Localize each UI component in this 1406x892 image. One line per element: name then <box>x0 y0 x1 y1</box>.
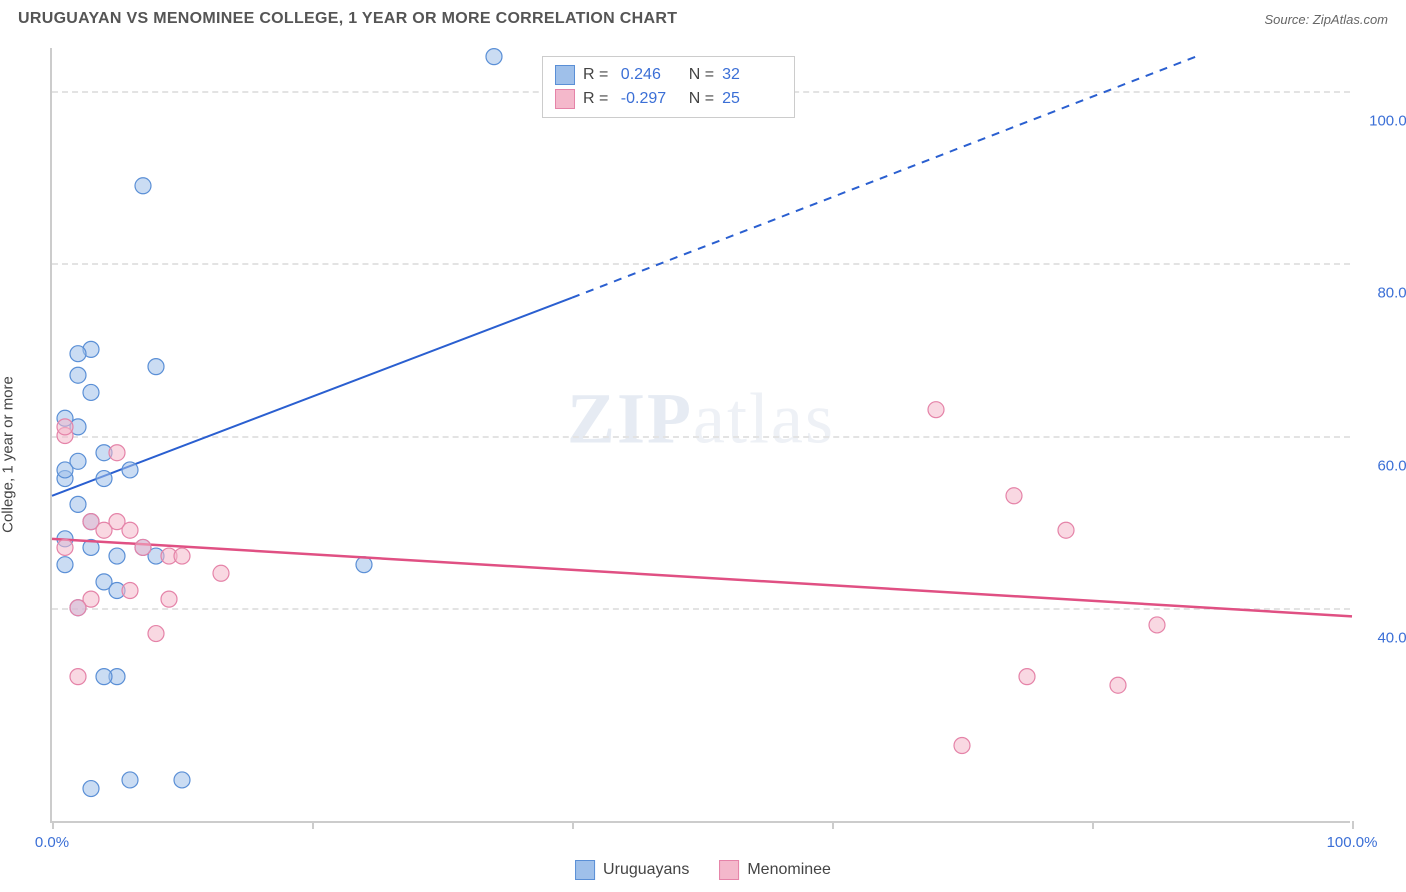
data-point <box>954 738 970 754</box>
chart-plot-area: ZIPatlas 40.0%60.0%80.0%100.0% R = 0.246… <box>50 48 1350 823</box>
data-point <box>122 522 138 538</box>
y-tick-label: 100.0% <box>1369 113 1406 130</box>
r-label: R = <box>583 90 613 108</box>
data-point <box>70 367 86 383</box>
chart-title: URUGUAYAN VS MENOMINEE COLLEGE, 1 YEAR O… <box>18 10 677 28</box>
swatch-uruguayans-icon <box>575 860 595 880</box>
data-point <box>122 772 138 788</box>
swatch-menominee-icon <box>719 860 739 880</box>
data-point <box>148 359 164 375</box>
data-point <box>174 772 190 788</box>
y-tick-label: 80.0% <box>1377 285 1406 302</box>
n-value-menominee: 25 <box>722 90 782 108</box>
chart-source: Source: ZipAtlas.com <box>1264 12 1388 27</box>
legend-row-uruguayans: R = 0.246 N = 32 <box>555 63 782 87</box>
data-point <box>1006 488 1022 504</box>
r-value-uruguayans: 0.246 <box>621 66 681 84</box>
r-label: R = <box>583 66 613 84</box>
data-point <box>135 178 151 194</box>
data-point <box>109 548 125 564</box>
y-tick-label: 60.0% <box>1377 457 1406 474</box>
data-point <box>57 539 73 555</box>
x-tick-label: 0.0% <box>35 834 69 851</box>
data-point <box>122 583 138 599</box>
data-point <box>1019 669 1035 685</box>
n-label: N = <box>689 66 714 84</box>
data-point <box>57 419 73 435</box>
bottom-legend-uruguayans: Uruguayans <box>575 860 689 880</box>
y-tick-label: 40.0% <box>1377 629 1406 646</box>
data-point <box>109 445 125 461</box>
data-point <box>70 600 86 616</box>
bottom-legend-menominee: Menominee <box>719 860 831 880</box>
data-point <box>70 453 86 469</box>
swatch-menominee <box>555 89 575 109</box>
data-point <box>135 539 151 555</box>
bottom-legend: Uruguayans Menominee <box>575 860 831 880</box>
chart-header: URUGUAYAN VS MENOMINEE COLLEGE, 1 YEAR O… <box>0 0 1406 34</box>
n-value-uruguayans: 32 <box>722 66 782 84</box>
n-label: N = <box>689 90 714 108</box>
data-point <box>1058 522 1074 538</box>
data-point <box>83 384 99 400</box>
data-point <box>486 49 502 65</box>
data-point <box>57 557 73 573</box>
data-point <box>928 402 944 418</box>
data-point <box>1110 677 1126 693</box>
legend-row-menominee: R = -0.297 N = 25 <box>555 87 782 111</box>
r-value-menominee: -0.297 <box>621 90 681 108</box>
data-point <box>70 346 86 362</box>
data-point <box>83 781 99 797</box>
data-point <box>96 669 112 685</box>
legend-label-menominee: Menominee <box>747 861 831 879</box>
data-point <box>356 557 372 573</box>
y-axis-label: College, 1 year or more <box>0 376 17 533</box>
x-tick-label: 100.0% <box>1327 834 1378 851</box>
data-point <box>70 496 86 512</box>
data-point <box>96 471 112 487</box>
data-point <box>213 565 229 581</box>
swatch-uruguayans <box>555 65 575 85</box>
data-point <box>174 548 190 564</box>
data-point <box>1149 617 1165 633</box>
data-point <box>122 462 138 478</box>
correlation-legend: R = 0.246 N = 32 R = -0.297 N = 25 <box>542 56 795 118</box>
scatter-plot-svg <box>52 48 1350 821</box>
data-point <box>70 669 86 685</box>
data-point <box>161 591 177 607</box>
legend-label-uruguayans: Uruguayans <box>603 861 689 879</box>
data-point <box>148 626 164 642</box>
